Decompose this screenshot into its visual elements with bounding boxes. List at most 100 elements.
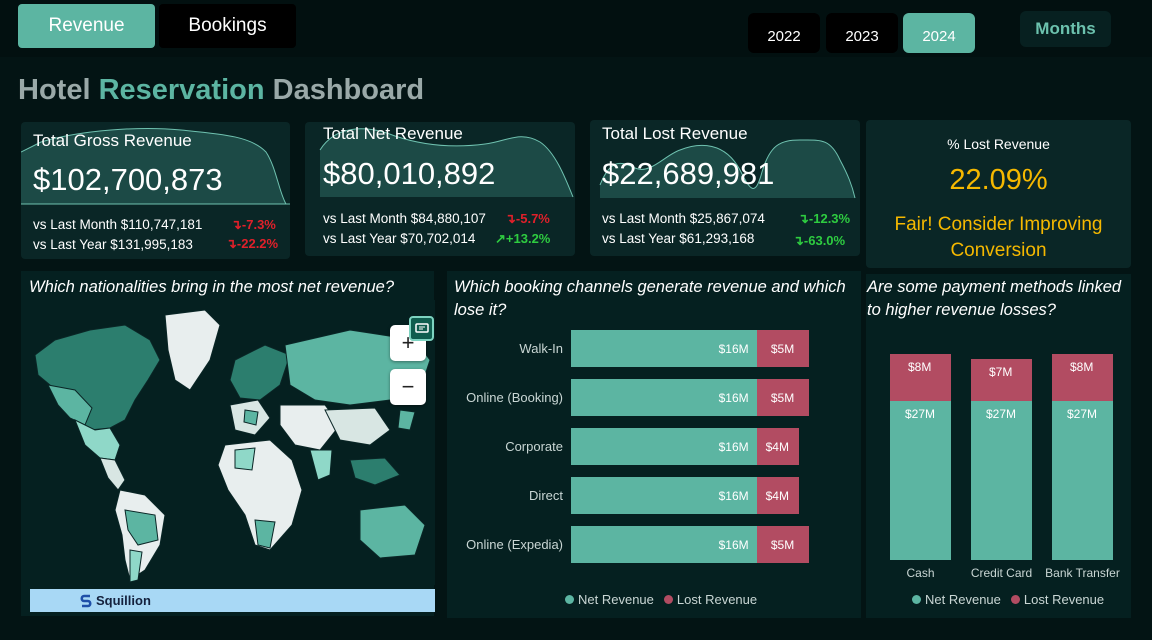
year-button-2022[interactable]: 2022 — [748, 13, 820, 53]
tab-bookings[interactable]: Bookings — [159, 4, 296, 48]
kpi-net-card: Total Net Revenue $80,010,892 vs Last Mo… — [305, 122, 575, 256]
legend-net-label: Net Revenue — [925, 592, 1001, 607]
lost-revenue-value: $5M — [770, 342, 795, 356]
net-vs-month: vs Last Month $84,880,107 — [323, 211, 486, 226]
lost-vs-year: vs Last Year $61,293,168 — [602, 231, 755, 246]
net-delta-year: ↗+13.2% — [495, 231, 551, 246]
legend-lost-dot — [663, 595, 673, 604]
lost-revenue-value: $4M — [765, 440, 789, 454]
net-revenue-bar[interactable] — [971, 400, 1032, 560]
legend-net-dot — [565, 595, 574, 604]
lost-revenue-bar[interactable] — [756, 526, 810, 563]
net-revenue-value: $16M — [718, 440, 749, 454]
lost-revenue-bar[interactable] — [756, 428, 799, 465]
lost-vs-month: vs Last Month $25,867,074 — [602, 211, 765, 226]
lost-revenue-value: $8M — [1070, 359, 1094, 374]
net-revenue-bar[interactable] — [571, 428, 757, 465]
tab-revenue[interactable]: Revenue — [18, 4, 155, 48]
map-australia — [359, 504, 426, 559]
net-revenue-bar[interactable] — [890, 400, 951, 560]
payment-method-label: Bank Transfer — [1045, 566, 1120, 580]
net-revenue-bar[interactable] — [571, 379, 757, 416]
net-title: Total Net Revenue — [323, 124, 463, 143]
title-part-2: Reservation — [98, 74, 265, 106]
legend-lost-dot — [1010, 595, 1020, 604]
channel-label: Walk-In — [519, 341, 563, 356]
map-mexico — [99, 457, 126, 491]
channel-label: Direct — [529, 488, 563, 503]
lost-percent-label: % Lost Revenue — [947, 136, 1050, 152]
payment-method-label: Cash — [906, 566, 935, 580]
net-sparkline — [319, 128, 574, 198]
legend-net-label: Net Revenue — [578, 592, 654, 607]
map-argentina — [129, 549, 143, 583]
lost-revenue-bar[interactable] — [1052, 353, 1113, 401]
lost-revenue-bar[interactable] — [756, 477, 799, 514]
payment-legend: Net Revenue Lost Revenue — [912, 592, 1104, 607]
map-india — [309, 449, 333, 481]
lost-percent-card: % Lost Revenue 22.09% Fair! Consider Imp… — [866, 120, 1131, 268]
gross-vs-year: vs Last Year $131,995,183 — [33, 237, 193, 252]
channel-label: Online (Expedia) — [466, 537, 563, 552]
year-button-2023[interactable]: 2023 — [826, 13, 898, 53]
world-map[interactable] — [30, 300, 435, 585]
map-north-africa — [234, 447, 256, 471]
lost-sparkline — [599, 139, 856, 199]
channel-label: Corporate — [505, 439, 563, 454]
net-vs-year: vs Last Year $70,702,014 — [323, 231, 476, 246]
zoom-out-button[interactable]: − — [390, 369, 426, 405]
page-title: Hotel Reservation Dashboard — [18, 74, 424, 107]
channel-chart-title: Which booking channels generate revenue … — [454, 278, 846, 319]
map-brazil — [124, 509, 159, 546]
lost-revenue-bar[interactable] — [971, 359, 1032, 401]
gross-delta-month: ↴-7.3% — [231, 217, 276, 232]
legend-lost-label: Lost Revenue — [1023, 592, 1105, 607]
lost-revenue-bar[interactable] — [756, 330, 810, 367]
months-button[interactable]: Months — [1020, 11, 1111, 47]
net-revenue-bar[interactable] — [571, 477, 757, 514]
year-button-2024[interactable]: 2024 — [903, 13, 975, 53]
lost-percent-value: 22.09% — [949, 164, 1048, 196]
lost-revenue-bar[interactable] — [890, 353, 951, 401]
lost-revenue-value: $5M — [770, 538, 795, 552]
map-germany — [243, 409, 259, 426]
net-revenue-value: $27M — [905, 406, 936, 421]
map-europe-north — [229, 344, 291, 401]
net-revenue-bar[interactable] — [571, 526, 757, 563]
gross-title: Total Gross Revenue — [33, 131, 192, 150]
net-delta-month: ↴-5.7% — [505, 211, 550, 226]
lost-value: $22,689,981 — [602, 156, 775, 191]
map-usa — [74, 418, 121, 461]
legend-net-dot — [912, 595, 921, 604]
net-revenue-value: $16M — [718, 391, 749, 405]
lost-percent-message: Fair! Consider Improving Conversion — [894, 214, 1103, 261]
legend-lost-label: Lost Revenue — [676, 592, 758, 607]
net-revenue-bar[interactable] — [1052, 400, 1113, 560]
title-part-1: Hotel — [18, 74, 91, 106]
channel-label: Online (Booking) — [466, 390, 563, 405]
lost-revenue-value: $8M — [908, 359, 932, 374]
map-south-africa — [254, 519, 276, 549]
map-china — [324, 407, 391, 446]
net-revenue-bar[interactable] — [571, 330, 757, 367]
net-value: $80,010,892 — [323, 156, 496, 191]
lost-revenue-value: $5M — [770, 391, 795, 405]
map-title: Which nationalities bring in the most ne… — [29, 278, 395, 296]
chat-icon[interactable] — [409, 316, 434, 341]
kpi-gross-card: Total Gross Revenue $102,700,873 vs Last… — [21, 122, 290, 259]
lost-title: Total Lost Revenue — [602, 124, 748, 143]
lost-revenue-value: $4M — [765, 489, 789, 503]
lost-revenue-bar[interactable] — [756, 379, 810, 416]
title-part-3: Dashboard — [272, 74, 425, 106]
brand-name: Squillion — [96, 593, 151, 608]
payment-method-label: Credit Card — [970, 566, 1033, 580]
lost-delta-month: ↴-12.3% — [798, 211, 851, 226]
gross-vs-month: vs Last Month $110,747,181 — [33, 217, 203, 232]
lost-delta-year: ↴-63.0% — [793, 233, 846, 248]
payment-chart-title: Are some payment methods linked to highe… — [867, 278, 1122, 319]
map-japan — [397, 409, 416, 431]
net-revenue-value: $16M — [718, 538, 749, 552]
gross-value: $102,700,873 — [33, 162, 223, 197]
map-southeast-asia — [349, 457, 401, 486]
kpi-lost-card: Total Lost Revenue $22,689,981 vs Last M… — [590, 120, 860, 256]
